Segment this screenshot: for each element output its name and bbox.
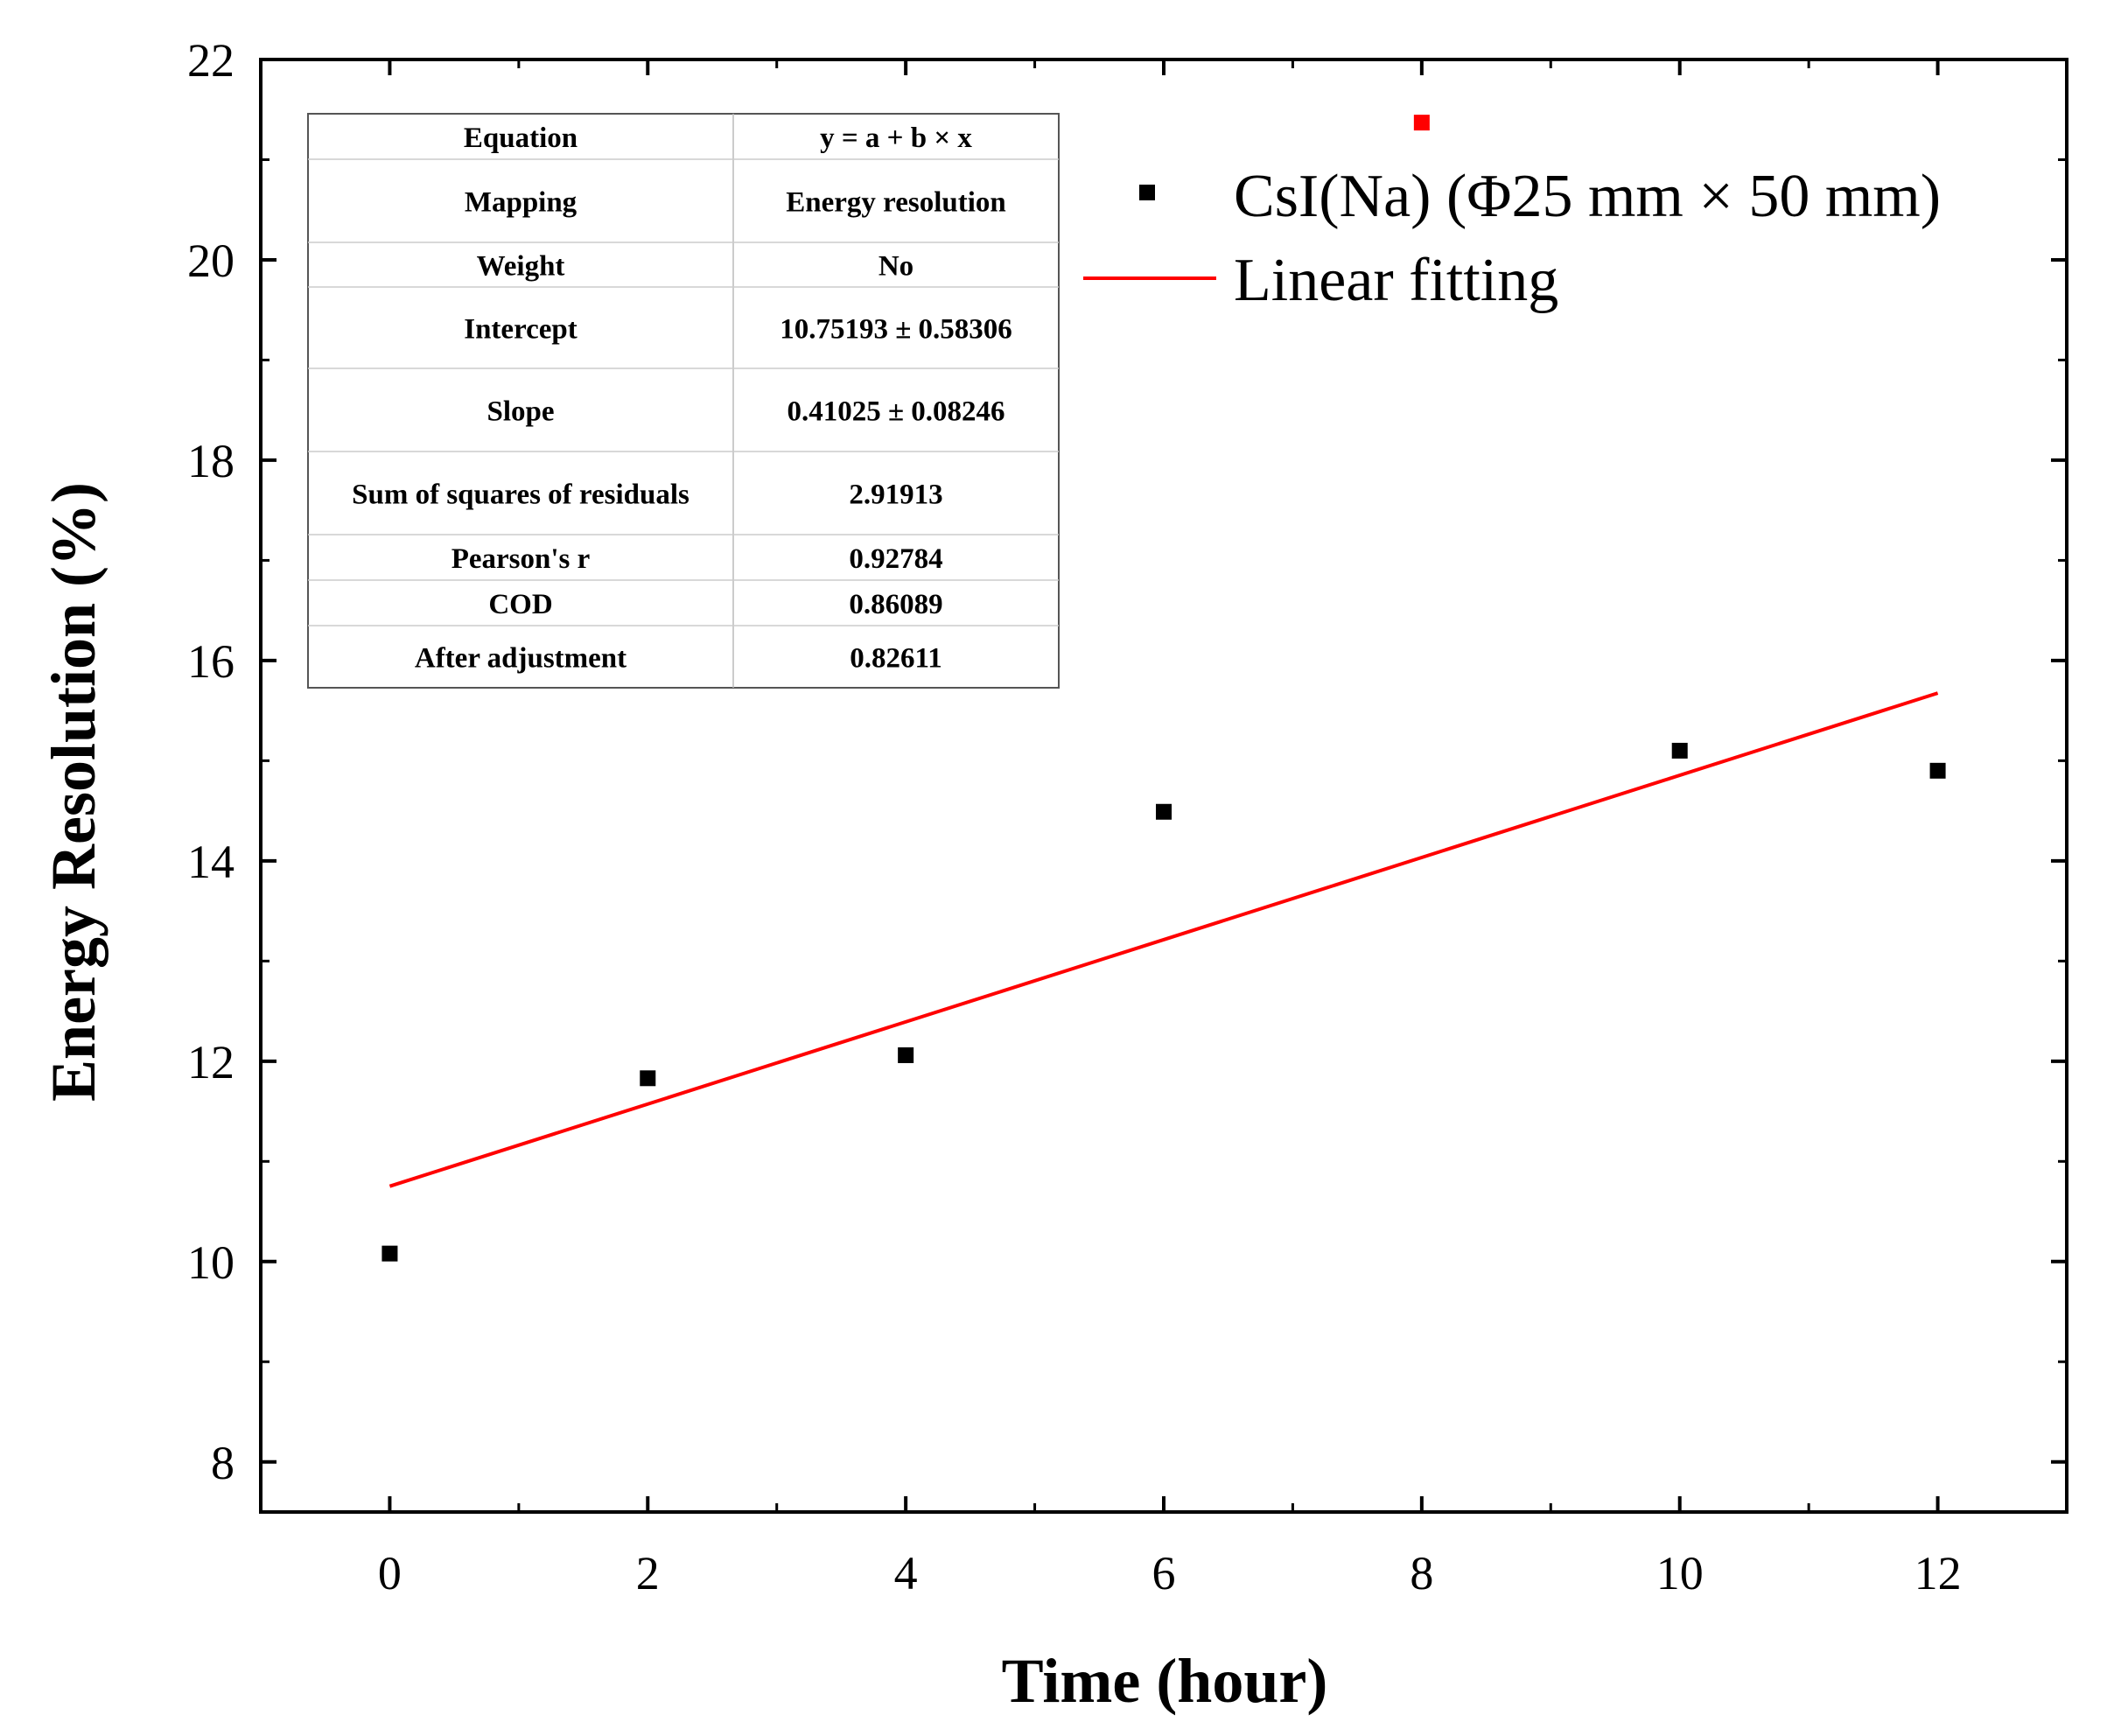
table-label: Intercept [464, 314, 578, 346]
x-tick-label: 0 [378, 1547, 402, 1600]
x-tick-label: 10 [1656, 1547, 1704, 1600]
legend-label-scatter: CsI(Na) (Φ25 mm × 50 mm) [1234, 163, 1941, 230]
data-point [1156, 803, 1172, 820]
y-axis-title: Energy Resolution (%) [38, 482, 108, 1102]
table-label: After adjustment [415, 643, 626, 675]
fit-line [388, 691, 1939, 1188]
table-label: Mapping [465, 187, 578, 219]
legend-marker-scatter [1139, 185, 1155, 200]
y-tick-label: 14 [187, 836, 234, 888]
y-tick-label: 16 [187, 635, 234, 688]
table-value: Energy resolution [786, 187, 1005, 219]
table-value: 0.92784 [849, 543, 942, 575]
x-tick-label: 2 [636, 1547, 660, 1600]
x-tick-label: 6 [1152, 1547, 1176, 1600]
table-value: 0.86089 [849, 589, 942, 620]
x-axis-title: Time (hour) [1002, 1646, 1328, 1716]
table-label: Sum of squares of residuals [352, 480, 690, 511]
axes-layer: 0 2 4 6 8 10 12 8 10 12 14 16 18 20 22 [187, 34, 2068, 1600]
table-label: Slope [486, 396, 554, 428]
y-tick-label: 22 [187, 34, 234, 87]
table-border [307, 113, 1060, 689]
table-value: y = a + b × x [820, 122, 972, 154]
y-tick-label: 10 [187, 1236, 234, 1289]
x-tick-label: 8 [1410, 1547, 1433, 1600]
table-label: COD [488, 589, 552, 620]
data-point [382, 1245, 398, 1262]
data-point [1929, 762, 1946, 779]
data-point [1671, 742, 1688, 759]
data-point [640, 1070, 656, 1087]
y-tick-label: 8 [211, 1437, 234, 1489]
table-value: 0.41025 ± 0.08246 [787, 396, 1004, 428]
table-label: Pearson's r [452, 543, 591, 575]
data-point [1413, 115, 1430, 131]
y-tick-label: 18 [187, 435, 234, 487]
y-tick-label: 20 [187, 234, 234, 287]
y-tick-label: 12 [187, 1036, 234, 1088]
series-layer [382, 115, 1946, 1262]
legend: CsI(Na) (Φ25 mm × 50 mm) Linear fitting [1083, 163, 1941, 314]
table-label: Weight [477, 251, 565, 283]
x-tick-label: 12 [1914, 1547, 1962, 1600]
table-value: No [878, 251, 914, 283]
fit-results-table: Equation y = a + b × x Mapping Energy resol… [307, 113, 1060, 689]
table-label: Equation [464, 122, 578, 154]
table-value: 0.82611 [850, 643, 942, 675]
table-value: 2.91913 [849, 480, 942, 511]
data-point [898, 1046, 914, 1063]
table-value: 10.75193 ± 0.58306 [780, 314, 1012, 346]
legend-label-line: Linear fitting [1234, 247, 1558, 314]
x-tick-label: 4 [894, 1547, 918, 1600]
